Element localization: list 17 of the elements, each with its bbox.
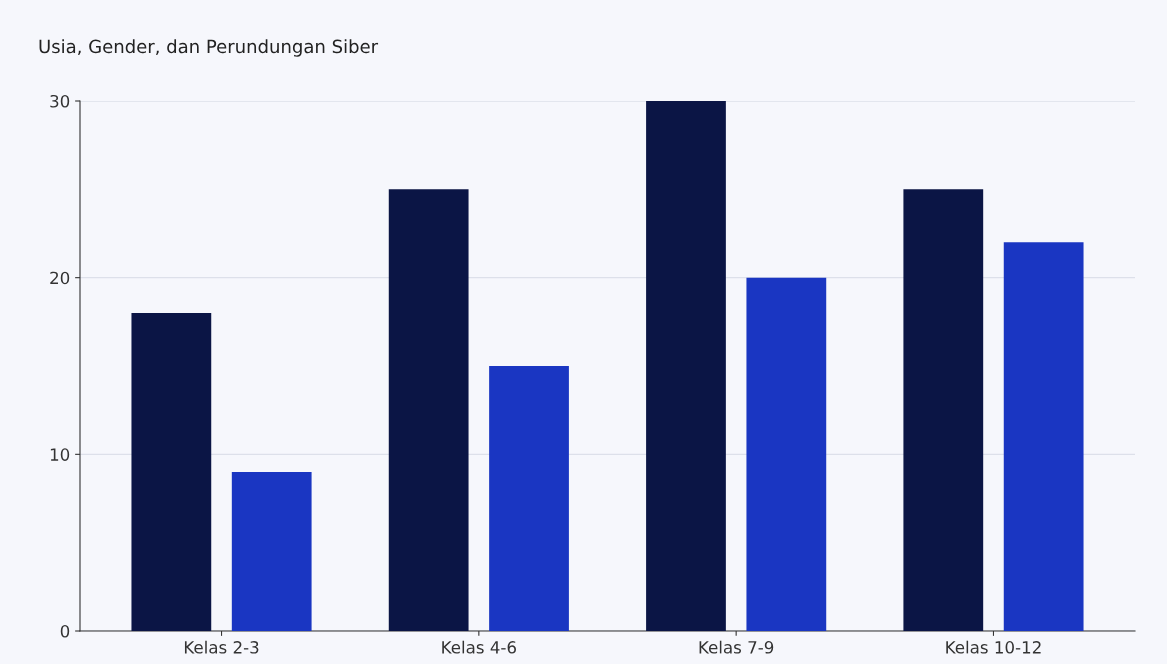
bar: [903, 189, 984, 631]
x-tick-label: Kelas 2-3: [184, 640, 259, 654]
x-tick-label: Kelas 7-9: [699, 640, 774, 654]
y-tick-label: 0: [60, 624, 70, 638]
bar: [746, 277, 827, 631]
bar: [388, 189, 469, 631]
x-tick-label: Kelas 4-6: [442, 640, 516, 654]
bar: [646, 101, 726, 631]
bar: [1003, 242, 1084, 631]
y-tick-label: 30: [50, 94, 70, 108]
chart-title: Usia, Gender, dan Perundungan Siber: [39, 39, 379, 57]
bar: [131, 313, 212, 631]
x-tick-label: Kelas 10-12: [946, 640, 1041, 654]
y-tick-label: 10: [50, 448, 70, 461]
y-tick-label: 20: [50, 271, 70, 285]
bar: [489, 366, 569, 631]
bar: [231, 472, 312, 631]
